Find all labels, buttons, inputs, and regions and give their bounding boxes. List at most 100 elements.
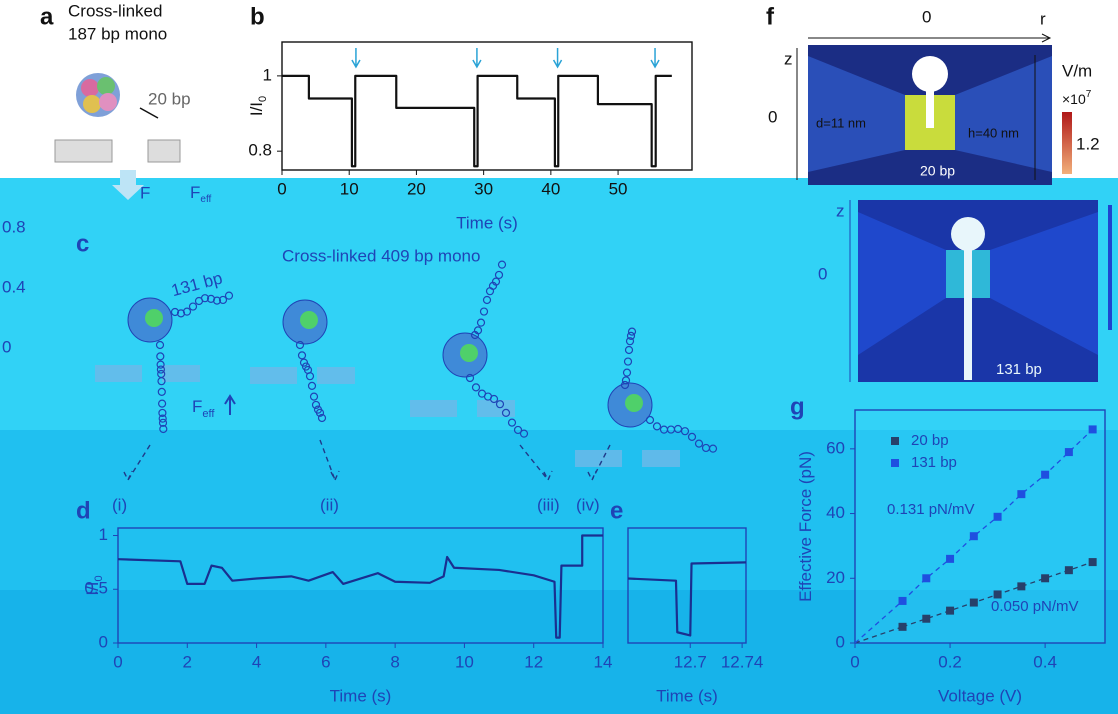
y-axis-label-main: I/I bbox=[247, 102, 266, 116]
point bbox=[1064, 566, 1073, 575]
dna-bead bbox=[218, 295, 228, 305]
z-zero: 0 bbox=[768, 107, 777, 126]
r-label: r bbox=[1040, 9, 1046, 28]
dna-bead bbox=[465, 373, 475, 383]
z-label: z bbox=[836, 201, 845, 220]
y-tick-label: 0 bbox=[99, 632, 108, 651]
dna-bead bbox=[157, 377, 166, 386]
force-label: F bbox=[140, 183, 150, 202]
dna-bead bbox=[182, 307, 192, 316]
pore-height: h=40 nm bbox=[968, 125, 1019, 140]
point bbox=[969, 598, 978, 607]
stray-tick-label: 0.8 bbox=[2, 217, 26, 236]
y-axis-label-main: Effective Force (pN) bbox=[796, 451, 815, 602]
x-tick-label: 12.74 bbox=[721, 652, 764, 671]
panel-label: g bbox=[790, 393, 805, 420]
pore bbox=[410, 400, 515, 417]
y-tick-label: 1 bbox=[263, 65, 272, 84]
point bbox=[898, 596, 907, 605]
dna-bead bbox=[158, 399, 167, 408]
dna-bead bbox=[212, 296, 222, 305]
colorbar-tick: 1.2 bbox=[1076, 134, 1100, 153]
x-axis-label: Voltage (V) bbox=[938, 686, 1022, 705]
dna-bead bbox=[624, 345, 634, 355]
histone bbox=[625, 394, 643, 412]
dna-bead bbox=[157, 387, 166, 396]
plot-frame bbox=[854, 409, 1106, 644]
dna-bead bbox=[206, 294, 216, 303]
y-tick-label: 60 bbox=[826, 438, 845, 457]
point bbox=[1064, 448, 1073, 457]
x-tick-label: 0 bbox=[113, 652, 122, 671]
dna-bead bbox=[680, 427, 690, 436]
colorbar bbox=[1062, 112, 1072, 174]
x-tick-label: 4 bbox=[252, 652, 261, 671]
point bbox=[993, 512, 1002, 521]
dna-bead bbox=[476, 318, 486, 327]
membrane-bottom bbox=[808, 150, 1052, 185]
dna-bead bbox=[687, 432, 697, 441]
panel-title: Cross-linked bbox=[68, 1, 162, 20]
dna-bead bbox=[155, 340, 165, 350]
panel-title: Cross-linked 409 bp mono bbox=[282, 246, 480, 265]
x-tick-label: 0.4 bbox=[1033, 652, 1057, 671]
x-tick-label: 0 bbox=[277, 179, 286, 198]
x-axis-label: Time (s) bbox=[330, 686, 392, 705]
dna-bead bbox=[158, 418, 168, 427]
dna-bead bbox=[473, 326, 483, 335]
y-tick-label: 0.8 bbox=[248, 141, 272, 160]
x-tick-label: 8 bbox=[390, 652, 399, 671]
dna-bead bbox=[176, 309, 186, 318]
force-subscript: eff bbox=[202, 408, 215, 420]
panel-label: e bbox=[610, 497, 623, 524]
x-tick-label: 30 bbox=[474, 179, 493, 198]
stray-tick-label: 0.4 bbox=[2, 277, 26, 296]
dna-bead bbox=[156, 360, 165, 369]
dna-bead bbox=[708, 444, 718, 453]
x-tick-label: 0 bbox=[850, 652, 859, 671]
y-tick-label: 40 bbox=[826, 503, 845, 522]
point bbox=[1041, 574, 1050, 583]
dna-bead bbox=[507, 418, 517, 427]
stage-arrow bbox=[587, 444, 611, 482]
histone bbox=[300, 311, 318, 329]
dna-bead bbox=[309, 392, 319, 401]
panel-label: b bbox=[250, 3, 265, 30]
dna-label: 20 bp bbox=[148, 89, 191, 108]
dna-bead bbox=[621, 376, 631, 385]
y-axis-label: I/I0 bbox=[247, 96, 268, 116]
stage-arrow bbox=[319, 439, 340, 482]
force-symbol: F bbox=[192, 397, 202, 416]
histone bbox=[912, 56, 948, 92]
force-symbol: F bbox=[190, 183, 200, 202]
dna-bead bbox=[307, 381, 317, 390]
legend-swatch bbox=[891, 437, 899, 445]
dna-bead bbox=[495, 400, 505, 409]
trace bbox=[117, 534, 603, 639]
point bbox=[946, 554, 955, 563]
point bbox=[898, 622, 907, 631]
legend-label: 20 bp bbox=[911, 432, 949, 449]
colorbar-exponent: 7 bbox=[1086, 89, 1092, 100]
y-tick-label: 0.5 bbox=[84, 579, 108, 598]
dna-bead bbox=[652, 422, 662, 431]
dna-bead bbox=[479, 307, 489, 316]
z-zero: 0 bbox=[818, 264, 827, 283]
y-tick-label: 20 bbox=[826, 568, 845, 587]
y-axis-label-main: I/I bbox=[83, 581, 102, 595]
dna-bead bbox=[491, 277, 501, 286]
panel-label: a bbox=[40, 3, 54, 30]
x-tick-label: 6 bbox=[321, 652, 330, 671]
point bbox=[1088, 558, 1097, 567]
y-tick-label: 1 bbox=[99, 525, 108, 544]
dna-bead bbox=[627, 327, 637, 336]
dna-bead bbox=[489, 394, 499, 404]
dna-bead bbox=[295, 340, 305, 350]
colorbar-unit: V/m bbox=[1062, 61, 1092, 80]
dna-bead bbox=[159, 424, 168, 434]
dna-bead bbox=[494, 270, 504, 280]
plot-frame bbox=[281, 41, 693, 171]
panel-label: f bbox=[766, 3, 775, 30]
trace bbox=[627, 561, 747, 637]
stage-arrow bbox=[123, 444, 151, 482]
